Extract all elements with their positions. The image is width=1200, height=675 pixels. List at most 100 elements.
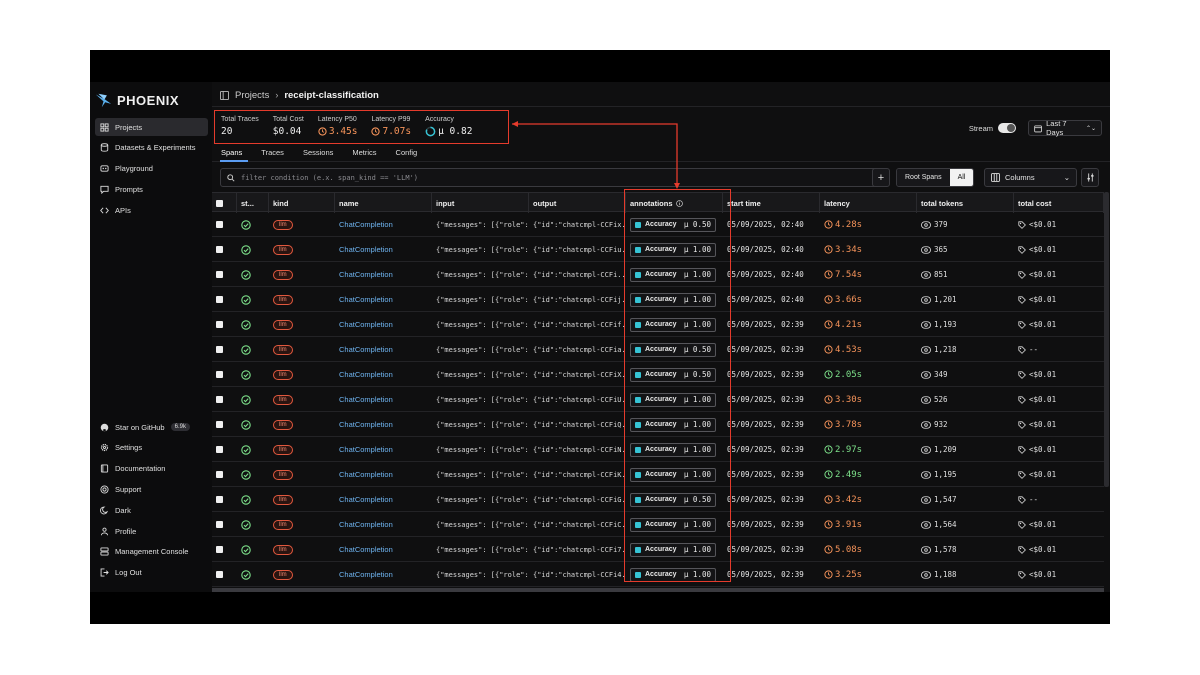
annotation-chip[interactable]: Accuracy μ 1.00 <box>630 267 716 282</box>
annotations-cell[interactable]: Accuracy μ 1.00 <box>626 512 723 537</box>
token-count[interactable]: 1,578 <box>921 545 957 554</box>
table-row[interactable]: llm ChatCompletion {"messages": [{"role": … <box>212 337 1104 362</box>
row-select-cell[interactable] <box>212 362 237 387</box>
input-cell[interactable]: {"messages": [{"role": ... <box>432 312 529 337</box>
input-cell[interactable]: {"messages": [{"role": ... <box>432 237 529 262</box>
row-checkbox[interactable] <box>216 421 223 428</box>
output-cell[interactable]: {"id":"chatcmpl-CCFi4... <box>529 562 626 587</box>
span-name-link[interactable]: ChatCompletion <box>339 495 393 504</box>
row-select-cell[interactable] <box>212 487 237 512</box>
span-name-link[interactable]: ChatCompletion <box>339 570 393 579</box>
table-row[interactable]: llm ChatCompletion {"messages": [{"role": … <box>212 537 1104 562</box>
row-select-cell[interactable] <box>212 412 237 437</box>
row-select-cell[interactable] <box>212 287 237 312</box>
name-cell[interactable]: ChatCompletion <box>335 262 432 287</box>
annotation-chip[interactable]: Accuracy μ 1.00 <box>630 467 716 482</box>
span-name-link[interactable]: ChatCompletion <box>339 295 393 304</box>
vertical-scrollbar[interactable] <box>1104 192 1109 487</box>
tokens-cell[interactable]: 379 <box>917 212 1014 237</box>
output-cell[interactable]: {"id":"chatcmpl-CCFiU... <box>529 387 626 412</box>
sidebar-item-apis[interactable]: APIs <box>95 201 208 219</box>
table-row[interactable]: llm ChatCompletion {"messages": [{"role": … <box>212 487 1104 512</box>
column-header-status[interactable]: st... <box>237 193 269 213</box>
table-row[interactable]: llm ChatCompletion {"messages": [{"role": … <box>212 387 1104 412</box>
annotation-chip[interactable]: Accuracy μ 1.00 <box>630 292 716 307</box>
table-row[interactable]: llm ChatCompletion {"messages": [{"role": … <box>212 212 1104 237</box>
table-row[interactable]: llm ChatCompletion {"messages": [{"role": … <box>212 512 1104 537</box>
span-name-link[interactable]: ChatCompletion <box>339 370 393 379</box>
column-header-kind[interactable]: kind <box>269 193 335 213</box>
token-count[interactable]: 851 <box>921 270 948 279</box>
input-cell[interactable]: {"messages": [{"role": ... <box>432 462 529 487</box>
input-cell[interactable]: {"messages": [{"role": ... <box>432 337 529 362</box>
sidebar-item-playground[interactable]: Playground <box>95 160 208 178</box>
table-row[interactable]: llm ChatCompletion {"messages": [{"role": … <box>212 237 1104 262</box>
annotations-cell[interactable]: Accuracy μ 1.00 <box>626 562 723 587</box>
name-cell[interactable]: ChatCompletion <box>335 487 432 512</box>
span-name-link[interactable]: ChatCompletion <box>339 245 393 254</box>
annotation-chip[interactable]: Accuracy μ 1.00 <box>630 442 716 457</box>
annotations-cell[interactable]: Accuracy μ 0.50 <box>626 212 723 237</box>
output-cell[interactable]: {"id":"chatcmpl-CCFi... <box>529 262 626 287</box>
add-filter-button[interactable]: + <box>872 168 890 187</box>
annotation-chip[interactable]: Accuracy μ 1.00 <box>630 242 716 257</box>
app-logo[interactable]: PHOENIX <box>95 90 179 110</box>
table-row[interactable]: llm ChatCompletion {"messages": [{"role": … <box>212 312 1104 337</box>
annotations-cell[interactable]: Accuracy μ 1.00 <box>626 412 723 437</box>
sidebar-item-management-console[interactable]: Management Console <box>95 543 208 561</box>
sidebar-item-dark[interactable]: Dark <box>95 501 208 519</box>
all-spans-option[interactable]: All <box>949 169 974 186</box>
row-checkbox[interactable] <box>216 396 223 403</box>
sidebar-item-settings[interactable]: Settings <box>95 439 208 457</box>
output-cell[interactable]: {"id":"chatcmpl-CCFiC... <box>529 512 626 537</box>
table-row[interactable]: llm ChatCompletion {"messages": [{"role": … <box>212 462 1104 487</box>
sidebar-item-profile[interactable]: Profile <box>95 522 208 540</box>
annotations-cell[interactable]: Accuracy μ 1.00 <box>626 262 723 287</box>
column-header-name[interactable]: name <box>335 193 432 213</box>
sidebar-item-log-out[interactable]: Log Out <box>95 564 208 582</box>
breadcrumb-projects[interactable]: Projects <box>235 89 270 101</box>
token-count[interactable]: 1,201 <box>921 295 957 304</box>
tokens-cell[interactable]: 932 <box>917 412 1014 437</box>
span-name-link[interactable]: ChatCompletion <box>339 420 393 429</box>
span-name-link[interactable]: ChatCompletion <box>339 395 393 404</box>
name-cell[interactable]: ChatCompletion <box>335 537 432 562</box>
row-checkbox[interactable] <box>216 446 223 453</box>
row-select-cell[interactable] <box>212 237 237 262</box>
tab-spans[interactable]: Spans <box>220 146 249 162</box>
token-count[interactable]: 379 <box>921 220 948 229</box>
input-cell[interactable]: {"messages": [{"role": ... <box>432 212 529 237</box>
input-cell[interactable]: {"messages": [{"role": ... <box>432 537 529 562</box>
sidebar-item-projects[interactable]: Projects <box>95 118 208 136</box>
name-cell[interactable]: ChatCompletion <box>335 287 432 312</box>
annotations-cell[interactable]: Accuracy μ 1.00 <box>626 387 723 412</box>
row-select-cell[interactable] <box>212 212 237 237</box>
settings-sliders-button[interactable] <box>1081 168 1099 187</box>
column-header-tokens[interactable]: total tokens <box>917 193 1014 213</box>
annotations-cell[interactable]: Accuracy μ 0.50 <box>626 362 723 387</box>
root-spans-option[interactable]: Root Spans <box>897 169 950 186</box>
sidebar-toggle-icon[interactable] <box>220 90 229 100</box>
sidebar-item-star-on-github[interactable]: Star on GitHub 6.9k <box>95 418 208 436</box>
output-cell[interactable]: {"id":"chatcmpl-CCFij... <box>529 287 626 312</box>
tokens-cell[interactable]: 1,193 <box>917 312 1014 337</box>
output-cell[interactable]: {"id":"chatcmpl-CCFif... <box>529 312 626 337</box>
span-name-link[interactable]: ChatCompletion <box>339 545 393 554</box>
row-checkbox[interactable] <box>216 271 223 278</box>
span-name-link[interactable]: ChatCompletion <box>339 270 393 279</box>
annotations-cell[interactable]: Accuracy μ 1.00 <box>626 537 723 562</box>
annotation-chip[interactable]: Accuracy μ 0.50 <box>630 367 716 382</box>
tab-sessions[interactable]: Sessions <box>302 148 334 157</box>
name-cell[interactable]: ChatCompletion <box>335 387 432 412</box>
output-cell[interactable]: {"id":"chatcmpl-CCFiG... <box>529 487 626 512</box>
token-count[interactable]: 1,218 <box>921 345 957 354</box>
token-count[interactable]: 1,195 <box>921 470 957 479</box>
row-checkbox[interactable] <box>216 221 223 228</box>
input-cell[interactable]: {"messages": [{"role": ... <box>432 512 529 537</box>
table-row[interactable]: llm ChatCompletion {"messages": [{"role": … <box>212 287 1104 312</box>
name-cell[interactable]: ChatCompletion <box>335 562 432 587</box>
input-cell[interactable]: {"messages": [{"role": ... <box>432 262 529 287</box>
row-checkbox[interactable] <box>216 371 223 378</box>
time-range-picker[interactable]: Last 7 Days ⌃⌄ <box>1028 119 1102 137</box>
output-cell[interactable]: {"id":"chatcmpl-CCFix... <box>529 212 626 237</box>
